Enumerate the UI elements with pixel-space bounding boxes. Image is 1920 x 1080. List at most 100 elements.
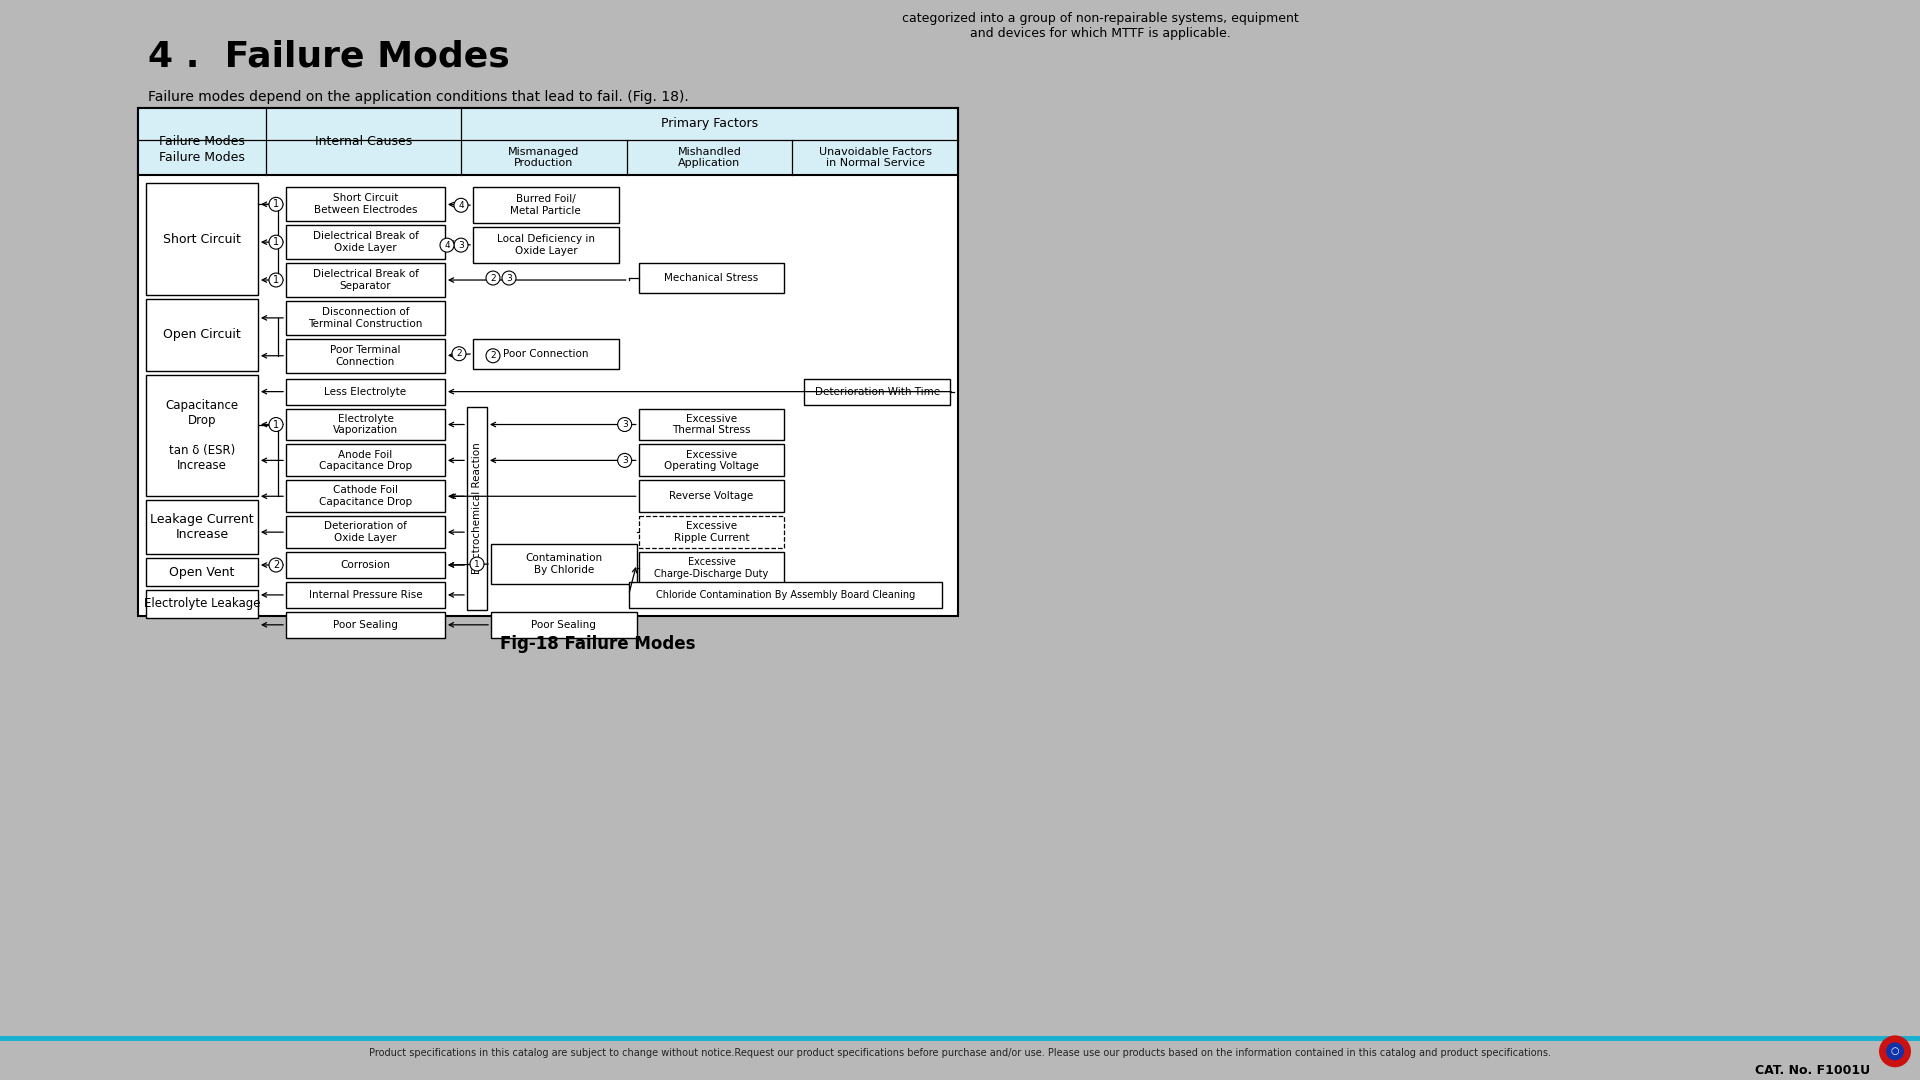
Circle shape xyxy=(618,454,632,468)
Text: Electrochemical Reaction: Electrochemical Reaction xyxy=(472,443,482,575)
Text: Capacitance
Drop

tan δ (ESR)
Increase: Capacitance Drop tan δ (ESR) Increase xyxy=(165,399,238,472)
Text: Failure Modes: Failure Modes xyxy=(159,135,246,148)
Text: ○: ○ xyxy=(1891,1047,1899,1056)
Bar xyxy=(639,445,785,476)
Text: Poor Terminal
Connection: Poor Terminal Connection xyxy=(330,345,401,366)
Bar xyxy=(286,264,445,297)
Circle shape xyxy=(1885,1042,1905,1061)
Text: 2: 2 xyxy=(490,351,495,361)
Circle shape xyxy=(1880,1036,1910,1067)
Circle shape xyxy=(269,198,282,212)
Circle shape xyxy=(269,558,282,572)
Text: categorized into a group of non-repairable systems, equipment
and devices for wh: categorized into a group of non-repairab… xyxy=(902,12,1298,40)
Text: 4 .  Failure Modes: 4 . Failure Modes xyxy=(148,40,509,73)
Text: 1: 1 xyxy=(273,238,278,247)
Bar xyxy=(467,406,488,610)
Bar xyxy=(492,544,637,584)
Text: Electrolyte Leakage: Electrolyte Leakage xyxy=(144,597,261,610)
Circle shape xyxy=(453,239,468,252)
Text: 3: 3 xyxy=(459,241,465,249)
Circle shape xyxy=(269,235,282,249)
Bar xyxy=(639,264,785,293)
Bar xyxy=(286,226,445,259)
Text: 4: 4 xyxy=(444,241,449,249)
Text: 1: 1 xyxy=(273,275,278,285)
Text: Mechanical Stress: Mechanical Stress xyxy=(664,273,758,283)
Text: Fig-18 Failure Modes: Fig-18 Failure Modes xyxy=(501,635,695,652)
Bar xyxy=(286,187,445,221)
Text: 1: 1 xyxy=(474,559,480,568)
Text: Deterioration of
Oxide Layer: Deterioration of Oxide Layer xyxy=(324,522,407,543)
Bar xyxy=(286,481,445,512)
Text: 2: 2 xyxy=(490,273,495,283)
Bar xyxy=(492,612,637,638)
Text: Excessive
Operating Voltage: Excessive Operating Voltage xyxy=(664,449,758,471)
Text: Local Deficiency in
Oxide Layer: Local Deficiency in Oxide Layer xyxy=(497,234,595,256)
Text: Reverse Voltage: Reverse Voltage xyxy=(670,491,755,501)
Bar xyxy=(286,582,445,608)
Text: Product specifications in this catalog are subject to change without notice.Requ: Product specifications in this catalog a… xyxy=(369,1049,1551,1058)
Circle shape xyxy=(440,239,453,252)
Circle shape xyxy=(486,271,499,285)
Bar xyxy=(0,1037,1920,1041)
Bar xyxy=(286,445,445,476)
Text: Chloride Contamination By Assembly Board Cleaning: Chloride Contamination By Assembly Board… xyxy=(657,590,916,599)
Text: Dielectrical Break of
Separator: Dielectrical Break of Separator xyxy=(313,269,419,291)
Circle shape xyxy=(453,199,468,213)
Text: 2: 2 xyxy=(273,561,278,570)
Circle shape xyxy=(451,347,467,361)
Text: Poor Sealing: Poor Sealing xyxy=(532,620,597,630)
Bar xyxy=(146,184,257,295)
Text: Unavoidable Factors
in Normal Service: Unavoidable Factors in Normal Service xyxy=(818,147,931,168)
Circle shape xyxy=(269,273,282,287)
Circle shape xyxy=(470,557,484,571)
Text: Open Circuit: Open Circuit xyxy=(163,328,240,341)
Text: Anode Foil
Capacitance Drop: Anode Foil Capacitance Drop xyxy=(319,449,413,471)
Text: 1: 1 xyxy=(273,419,278,430)
Text: 1: 1 xyxy=(273,200,278,210)
Text: 3: 3 xyxy=(622,456,628,464)
Circle shape xyxy=(501,271,516,285)
Circle shape xyxy=(269,418,282,432)
Bar xyxy=(146,558,257,586)
Text: Less Electrolyte: Less Electrolyte xyxy=(324,387,407,396)
Text: Primary Factors: Primary Factors xyxy=(660,117,758,130)
Text: Mishandled
Application: Mishandled Application xyxy=(678,147,741,168)
Bar xyxy=(472,339,618,368)
Text: Disconnection of
Terminal Construction: Disconnection of Terminal Construction xyxy=(309,307,422,328)
Text: Contamination
By Chloride: Contamination By Chloride xyxy=(526,553,603,575)
Text: Dielectrical Break of
Oxide Layer: Dielectrical Break of Oxide Layer xyxy=(313,231,419,253)
Bar xyxy=(146,500,257,554)
Text: Mismanaged
Production: Mismanaged Production xyxy=(509,147,580,168)
Text: Short Circuit
Between Electrodes: Short Circuit Between Electrodes xyxy=(313,193,417,215)
Bar xyxy=(804,379,950,405)
Bar xyxy=(286,301,445,335)
Bar xyxy=(286,552,445,578)
Text: 2: 2 xyxy=(457,349,463,359)
Bar xyxy=(472,227,618,264)
Text: Corrosion: Corrosion xyxy=(340,561,390,570)
Text: 4: 4 xyxy=(459,201,465,210)
Text: Cathode Foil
Capacitance Drop: Cathode Foil Capacitance Drop xyxy=(319,486,413,508)
Circle shape xyxy=(618,418,632,432)
Bar xyxy=(639,481,785,512)
Bar xyxy=(146,590,257,618)
Text: Open Vent: Open Vent xyxy=(169,566,234,579)
Text: 3: 3 xyxy=(622,420,628,429)
Text: Deterioration With Time: Deterioration With Time xyxy=(814,387,939,396)
Bar xyxy=(146,299,257,370)
Bar xyxy=(146,375,257,497)
Text: Burred Foil/
Metal Particle: Burred Foil/ Metal Particle xyxy=(511,194,582,216)
Text: Poor Sealing: Poor Sealing xyxy=(332,620,397,630)
Bar xyxy=(286,516,445,548)
Bar xyxy=(639,552,785,584)
Bar xyxy=(286,379,445,405)
Bar xyxy=(472,187,618,224)
Text: Short Circuit: Short Circuit xyxy=(163,232,240,245)
Bar xyxy=(138,108,958,616)
Circle shape xyxy=(486,349,499,363)
Bar xyxy=(286,408,445,441)
Text: Internal Causes: Internal Causes xyxy=(315,135,413,148)
Bar xyxy=(639,408,785,441)
Text: Poor Connection: Poor Connection xyxy=(503,349,589,359)
